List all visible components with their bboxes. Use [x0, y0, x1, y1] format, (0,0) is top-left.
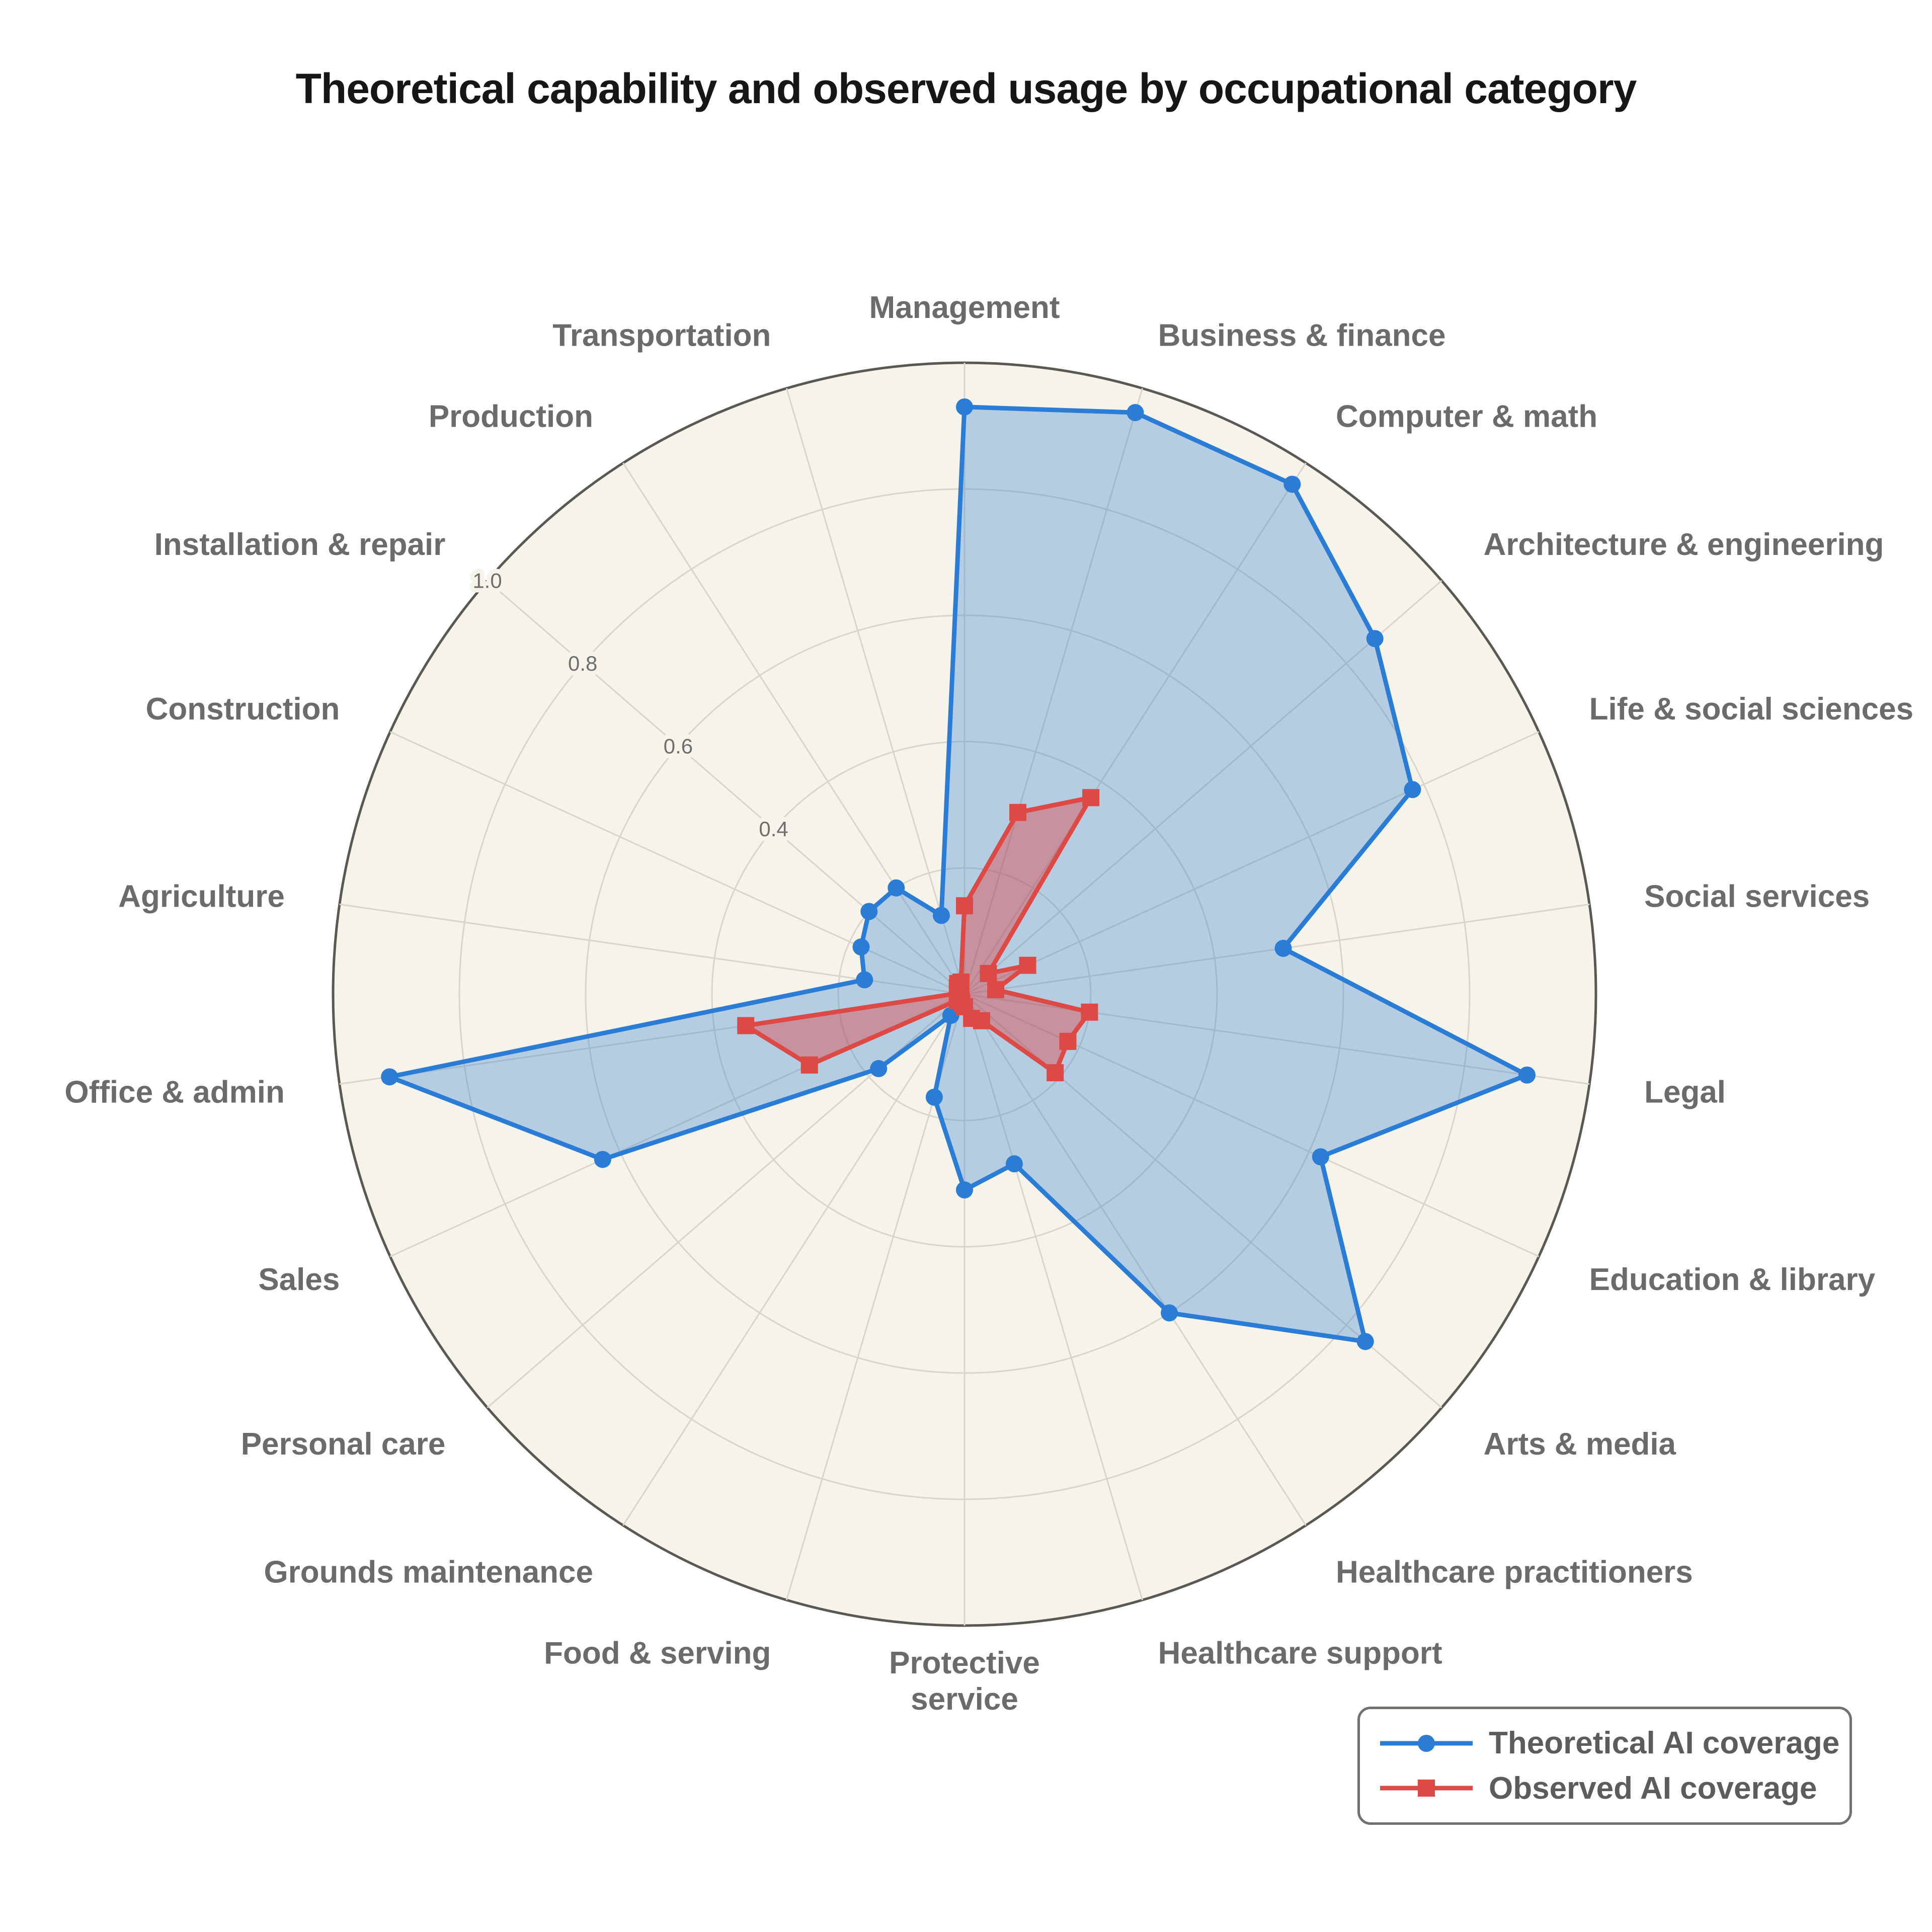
data-point-marker	[870, 1060, 888, 1077]
category-label: Transportation	[552, 318, 771, 353]
legend: Theoretical AI coverage Observed AI cove…	[1357, 1707, 1852, 1825]
grid-spoke	[964, 580, 1442, 995]
data-point-marker	[1283, 475, 1301, 493]
grid-spoke	[963, 994, 1144, 1600]
category-label: Production	[429, 399, 593, 434]
data-point-marker	[956, 398, 973, 416]
category-label: Personal care	[241, 1426, 446, 1461]
data-point-marker	[956, 1181, 973, 1199]
category-label: Protective service	[889, 1646, 1040, 1717]
category-label: Agriculture	[118, 879, 285, 914]
data-point-marker	[594, 1151, 611, 1168]
data-point-marker	[888, 879, 905, 897]
data-point-marker	[956, 897, 973, 915]
grid-spoke	[622, 462, 965, 995]
category-label: Architecture & engineering	[1484, 527, 1884, 562]
series-layer	[381, 398, 1536, 1350]
data-point-marker	[1274, 939, 1292, 957]
category-label: Computer & math	[1336, 399, 1597, 434]
category-label: Social services	[1644, 879, 1870, 914]
data-point-marker	[852, 938, 870, 956]
category-label: Office & admin	[64, 1075, 285, 1109]
data-point-marker	[1046, 1064, 1064, 1082]
data-point-marker	[987, 981, 1005, 999]
category-label: Healthcare support	[1158, 1636, 1442, 1670]
category-label: Healthcare practitioners	[1336, 1555, 1693, 1589]
grid-spoke	[487, 580, 965, 995]
radial-tick-label: 0.8	[568, 652, 597, 675]
category-label: Grounds maintenance	[264, 1555, 593, 1589]
legend-item-theoretical: Theoretical AI coverage	[1377, 1725, 1839, 1761]
grid-spoke	[622, 994, 965, 1526]
category-label: Business & finance	[1158, 318, 1446, 353]
data-point-marker	[737, 1017, 755, 1034]
data-point-marker	[1126, 404, 1144, 422]
grid-spoke	[963, 388, 1144, 995]
data-point-marker	[1366, 630, 1384, 648]
radial-tick-label: 1.0	[472, 569, 502, 593]
data-point-marker	[952, 973, 970, 991]
category-label: Management	[869, 290, 1060, 325]
data-point-marker	[1082, 789, 1100, 807]
data-point-marker	[856, 971, 873, 989]
category-labels: Management Business & finance Computer & m…	[64, 290, 1913, 1717]
legend-label-observed: Observed AI coverage	[1489, 1770, 1817, 1806]
data-point-marker	[1356, 1333, 1374, 1350]
data-point-marker	[381, 1068, 398, 1086]
observed-series-marker-icon	[1380, 1780, 1473, 1797]
radial-tick-labels: 0.4 0.6 0.8 1.0	[468, 565, 792, 845]
data-point-marker	[1161, 1304, 1178, 1322]
chart-title: Theoretical capability and observed usag…	[295, 65, 1637, 112]
legend-item-observed: Observed AI coverage	[1377, 1770, 1839, 1806]
category-label: Sales	[258, 1262, 340, 1297]
data-point-marker	[1019, 956, 1036, 974]
grid-spoke	[963, 994, 1307, 1526]
grid-spoke	[963, 462, 1307, 995]
data-point-marker	[925, 1088, 943, 1106]
data-point-marker	[980, 964, 997, 982]
data-point-marker	[1059, 1032, 1077, 1050]
data-point-marker	[1006, 1155, 1023, 1173]
data-point-marker	[1404, 781, 1421, 798]
theoretical-series-marker-icon	[1380, 1734, 1473, 1752]
category-label: Arts & media	[1484, 1426, 1676, 1461]
data-point-marker	[1518, 1066, 1536, 1084]
grid-spoke	[964, 731, 1540, 995]
category-label: Life & social sciences	[1589, 691, 1913, 726]
data-point-marker	[800, 1056, 818, 1074]
data-point-marker	[860, 903, 878, 920]
category-label: Legal	[1644, 1075, 1726, 1109]
radial-tick-label: 0.6	[664, 734, 693, 758]
category-label: Education & library	[1589, 1262, 1876, 1297]
category-label: Construction	[146, 691, 340, 726]
category-label: Food & serving	[544, 1636, 771, 1670]
legend-label-theoretical: Theoretical AI coverage	[1489, 1726, 1840, 1761]
data-point-marker	[1009, 803, 1027, 821]
radial-tick-label: 0.4	[759, 817, 788, 841]
data-point-marker	[1081, 1003, 1098, 1021]
grid-spoke	[785, 388, 965, 995]
category-label: Installation & repair	[154, 527, 446, 562]
data-point-marker	[1312, 1148, 1329, 1166]
data-point-marker	[933, 907, 950, 924]
